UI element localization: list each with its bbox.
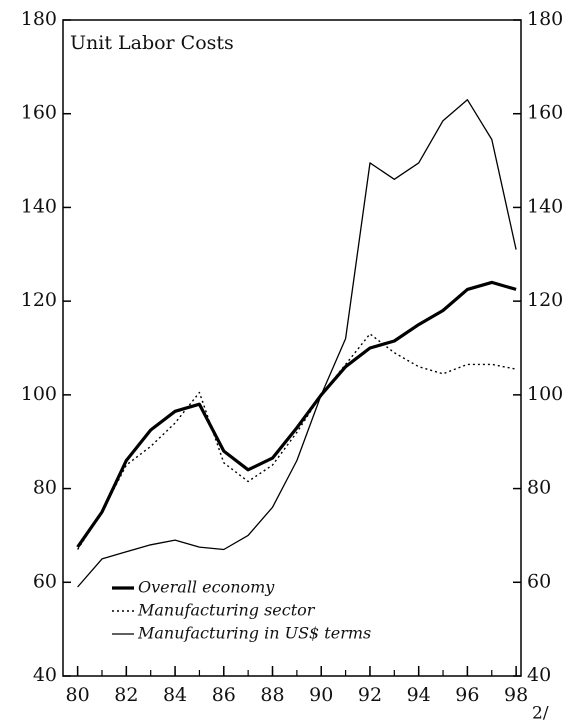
legend-label: Manufacturing in US$ terms [137,624,371,643]
y-tick-label: 180 [21,8,57,30]
plot-frame [62,19,522,677]
legend-label: Manufacturing sector [137,601,316,620]
x-tick-label: 82 [114,684,138,706]
y2-tick-label: 60 [527,570,551,592]
y2-tick-label: 100 [527,383,563,405]
y2-tick-label: 40 [527,664,551,686]
x-tick-label: 92 [358,684,382,706]
x-tick-label: 98 [504,684,528,706]
legend-label: Overall economy [138,578,275,597]
x-tick-label: 96 [455,684,479,706]
chart-title: Unit Labor Costs [70,32,234,54]
y-tick-label: 100 [21,383,57,405]
y2-tick-label: 80 [527,477,551,499]
y-tick-label: 160 [21,102,57,124]
x-tick-label: 86 [212,684,236,706]
series-line [77,99,517,588]
x-tick-label: 84 [163,684,187,706]
y-tick-label: 120 [21,289,57,311]
y2-tick-label: 160 [527,102,563,124]
y2-tick-label: 140 [527,195,563,217]
y-tick-label: 80 [33,477,57,499]
legend: Overall economy Manufacturing sector Manuf… [112,578,371,643]
y2-tick-label: 180 [527,8,563,30]
y2-tick-label: 120 [527,289,563,311]
x-tick-label: 94 [407,684,431,706]
y-tick-label: 40 [33,664,57,686]
x-tick-label: 88 [260,684,284,706]
series-line [77,333,517,550]
x-tick-label: 80 [66,684,90,706]
footnote-marker: 2/ [532,704,549,724]
y-tick-label: 140 [21,195,57,217]
y-tick-label: 60 [33,570,57,592]
x-tick-label: 90 [309,684,333,706]
series-line [76,280,517,549]
